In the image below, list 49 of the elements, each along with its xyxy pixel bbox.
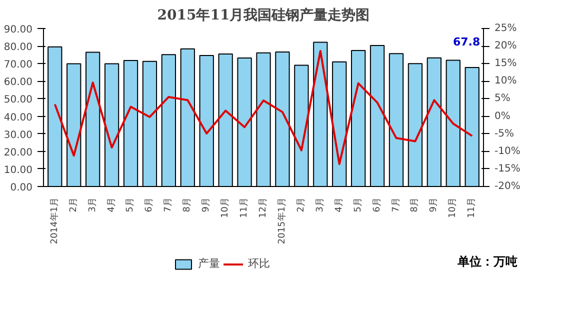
x-tick-label: 12月 (258, 198, 268, 218)
y-tick-label: 50.00 (4, 94, 33, 106)
x-tick-label: 7月 (391, 197, 402, 212)
x-tick-label: 8月 (182, 197, 193, 212)
y2-tick-label: 5% (494, 93, 510, 104)
y2-tick-label: -20% (494, 181, 520, 192)
y2-tick-label: 10% (494, 76, 517, 87)
x-tick-label: 9月 (202, 197, 212, 212)
y-tick-label: 30.00 (4, 130, 33, 141)
x-tick-label: 2月 (296, 197, 306, 212)
y-tick-label: 70.00 (4, 60, 33, 71)
y2-tick-label: -5% (494, 128, 514, 140)
x-tick-label: 11月 (240, 198, 250, 218)
x-tick-label: 6月 (144, 197, 155, 212)
y2-tick-label: -10% (494, 146, 520, 157)
x-tick-label: 5月 (353, 197, 364, 212)
legend-label: 环比 (248, 256, 270, 271)
y-tick-label: 60.00 (4, 77, 33, 88)
x-tick-label: 9月 (429, 197, 440, 212)
legend-label: 产量 (198, 256, 220, 271)
x-tick-label: 2015年1月 (276, 197, 288, 244)
x-tick-label: 2014年1月 (48, 197, 60, 244)
y-tick-label: 20.00 (4, 147, 33, 158)
x-tick-label: 7月 (164, 197, 174, 212)
x-tick-label: 6月 (372, 197, 382, 212)
y2-tick-label: 15% (494, 58, 517, 70)
y-tick-label: 80.00 (4, 42, 33, 54)
text: 单位：万吨 (456, 254, 518, 268)
x-tick-label: 4月 (334, 197, 344, 212)
y2-tick-label: 20% (494, 40, 517, 52)
x-tick-label: 3月 (88, 197, 98, 212)
x-tick-label: 5月 (126, 197, 136, 212)
chart-title: 2015年11月我国硅钢产量走势图 (157, 6, 370, 24)
y2-tick-label: -15% (494, 163, 520, 174)
y-tick-label: 40.00 (4, 112, 33, 124)
x-tick-label: 4月 (106, 197, 117, 212)
x-tick-label: 10月 (448, 198, 458, 218)
data-label: 67.8 (452, 35, 480, 48)
y-tick-label: 10.00 (4, 164, 33, 176)
y-tick-label: 90.00 (4, 24, 33, 36)
x-tick-label: 10月 (220, 198, 231, 218)
x-tick-label: 2月 (68, 197, 79, 212)
x-tick-label: 8月 (410, 197, 420, 212)
y-tick-label: 0.00 (10, 182, 32, 194)
line-series (54, 50, 474, 166)
x-tick-label: 11月 (467, 198, 478, 218)
y2-tick-label: 0% (494, 110, 510, 122)
x-tick-label: 3月 (315, 197, 326, 212)
y2-tick-label: 25% (494, 23, 517, 34)
